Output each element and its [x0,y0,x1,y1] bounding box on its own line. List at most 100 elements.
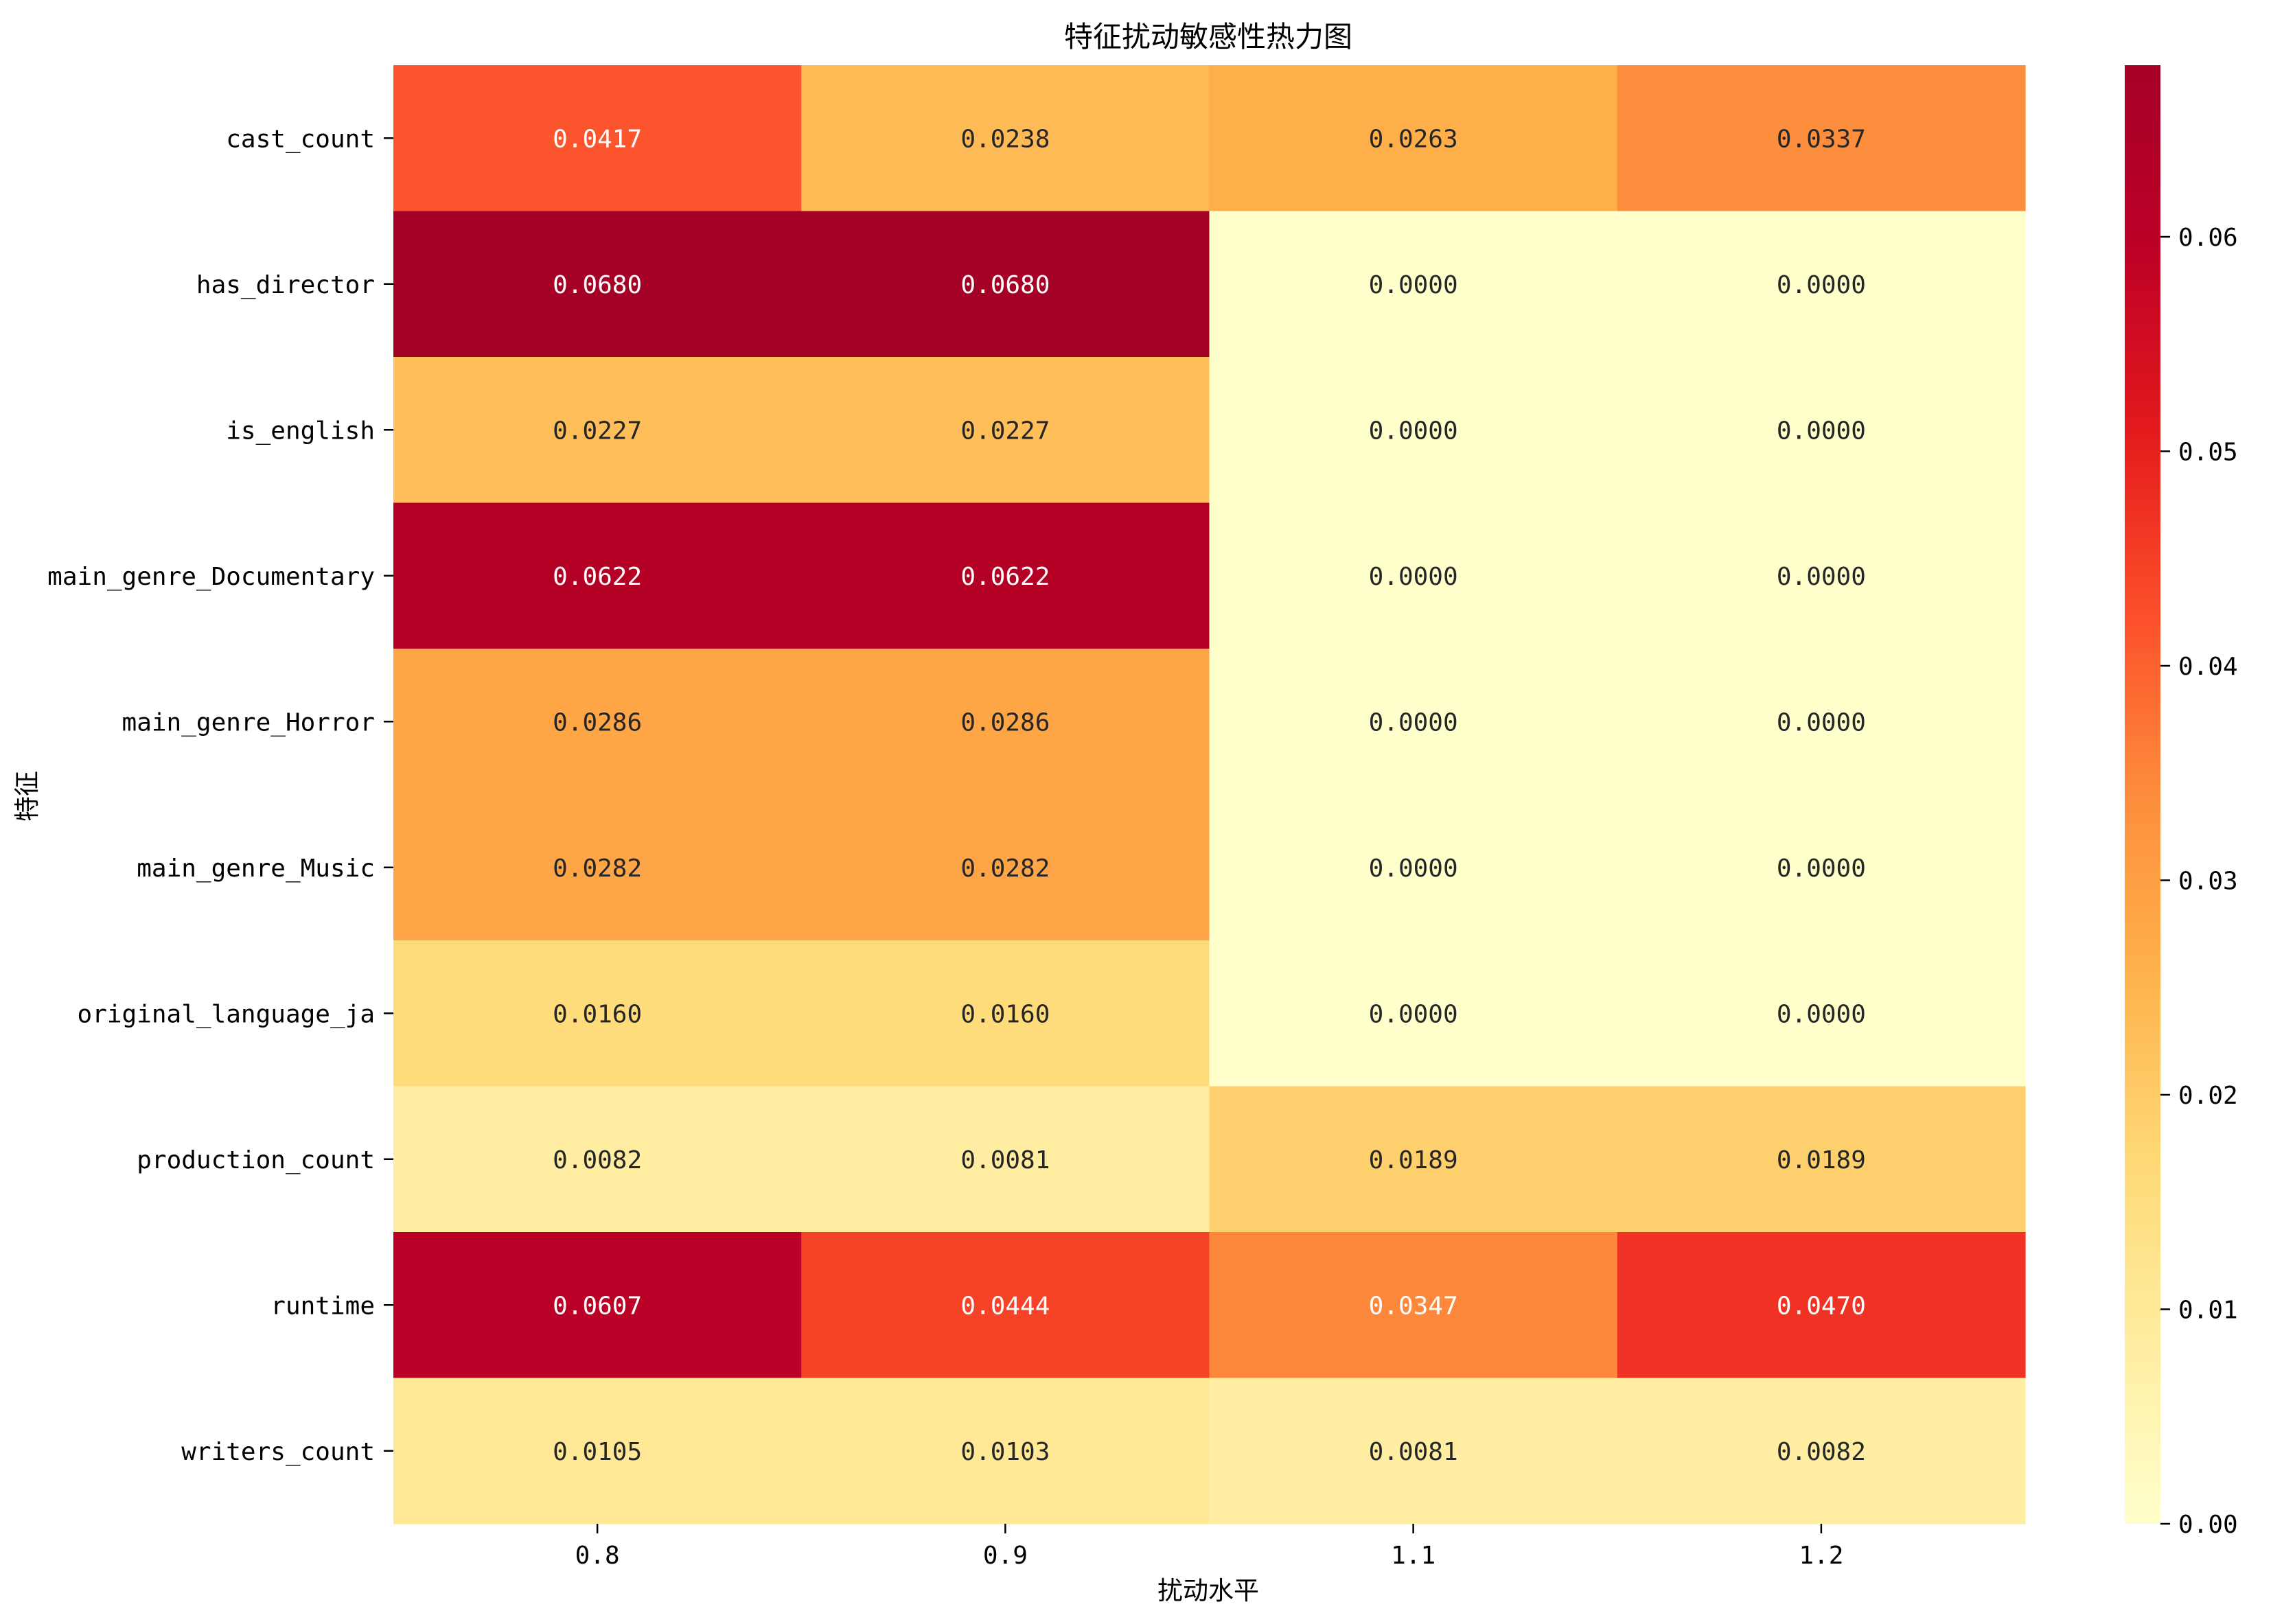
cell-value-label: 0.0000 [1369,708,1458,736]
colorbar [2125,65,2160,1524]
heatmap-cell [1617,1378,2026,1524]
heatmap-cell [1617,65,2026,212]
heatmap-cell [393,357,802,504]
y-tick-label: main_genre_Horror [122,708,375,736]
cell-value-label: 0.0347 [1369,1292,1458,1320]
cell-value-label: 0.0000 [1369,417,1458,445]
cell-value-label: 0.0000 [1369,563,1458,591]
cell-value-label: 0.0189 [1777,1146,1866,1174]
y-axis-title: 特征 [12,771,42,822]
heatmap-cell [1617,1086,2026,1233]
cell-value-label: 0.0680 [553,271,642,299]
cell-value-label: 0.0082 [1777,1438,1866,1466]
colorbar-ticks: 0.00 0.01 0.02 0.03 0.04 0.05 0.06 [2160,224,2238,1539]
heatmap-cell [1209,794,1618,941]
heatmap-cell [1209,649,1618,796]
heatmap-cell [801,1232,1210,1379]
y-tick-label: has_director [196,271,375,299]
y-tick-label: main_genre_Documentary [47,563,375,591]
heatmap-cell [393,502,802,649]
cell-value-label: 0.0286 [553,708,642,736]
cell-value-label: 0.0160 [960,1000,1050,1028]
cell-value-label: 0.0444 [960,1292,1050,1320]
cell-value-label: 0.0417 [553,125,642,153]
y-tick-label: original_language_ja [78,1000,375,1028]
heatmap-cell [1617,649,2026,796]
colorbar-tick-label: 0.06 [2178,224,2238,252]
y-tick-label: production_count [137,1146,375,1174]
x-tick-label: 1.2 [1799,1542,1843,1570]
x-tick-label: 0.9 [983,1542,1028,1570]
heatmap-cell [393,65,802,212]
heatmap-cell [393,1378,802,1524]
heatmap-cell [1617,502,2026,649]
heatmap-cell [1209,357,1618,504]
cell-value-label: 0.0160 [553,1000,642,1028]
heatmap-cell [1209,940,1618,1087]
x-axis: 0.8 0.9 1.1 1.2 [575,1524,1843,1570]
cell-value-label: 0.0000 [1369,1000,1458,1028]
cell-value-label: 0.0238 [960,125,1050,153]
x-tick-label: 0.8 [575,1542,620,1570]
cell-value-label: 0.0082 [553,1146,642,1174]
cell-value-label: 0.0282 [553,855,642,883]
cell-value-label: 0.0263 [1369,125,1458,153]
cell-value-label: 0.0282 [960,855,1050,883]
y-tick-label: is_english [226,417,375,445]
heatmap-cell [1209,1232,1618,1379]
cell-labels-layer: 0.0417 0.0238 0.0263 0.0337 0.0680 0.0680 0.00… [553,125,1866,1466]
cell-value-label: 0.0081 [960,1146,1050,1174]
cell-value-label: 0.0680 [960,271,1050,299]
y-tick-label: runtime [270,1292,375,1320]
cell-value-label: 0.0227 [960,417,1050,445]
cell-value-label: 0.0000 [1777,708,1866,736]
colorbar-tick-label: 0.02 [2178,1082,2238,1110]
cell-value-label: 0.0622 [553,563,642,591]
cell-value-label: 0.0000 [1777,271,1866,299]
heatmap-cell [393,211,802,358]
heatmap-cell [801,1086,1210,1233]
cell-value-label: 0.0105 [553,1438,642,1466]
cell-value-label: 0.0337 [1777,125,1866,153]
x-axis-title: 扰动水平 [1157,1576,1259,1605]
cells-layer [393,65,2026,1524]
cell-value-label: 0.0622 [960,563,1050,591]
cell-value-label: 0.0000 [1777,563,1866,591]
colorbar-tick-label: 0.05 [2178,439,2238,467]
heatmap-cell [1617,794,2026,941]
y-tick-label: writers_count [181,1438,375,1466]
y-tick-label: cast_count [226,125,375,153]
heatmap-cell [393,649,802,796]
heatmap-cell [1209,65,1618,212]
cell-value-label: 0.0607 [553,1292,642,1320]
heatmap-cell [801,65,1210,212]
cell-value-label: 0.0000 [1777,417,1866,445]
heatmap-cell [393,1086,802,1233]
heatmap-cell [801,502,1210,649]
heatmap-cell [1617,940,2026,1087]
cell-value-label: 0.0227 [553,417,642,445]
colorbar-tick-label: 0.03 [2178,868,2238,896]
colorbar-tick-label: 0.00 [2178,1511,2238,1539]
heatmap-cell [393,940,802,1087]
heatmap-cell [1209,502,1618,649]
heatmap-cell [801,1378,1210,1524]
y-tick-label: main_genre_Music [137,855,375,883]
heatmap-cell [1617,211,2026,358]
heatmap-cell [1617,1232,2026,1379]
x-tick-label: 1.1 [1391,1542,1435,1570]
heatmap-cell [1209,1086,1618,1233]
heatmap-cell [1617,357,2026,504]
cell-value-label: 0.0470 [1777,1292,1866,1320]
cell-value-label: 0.0081 [1369,1438,1458,1466]
cell-value-label: 0.0000 [1777,855,1866,883]
heatmap-cell [1209,211,1618,358]
heatmap-cell [801,649,1210,796]
cell-value-label: 0.0000 [1777,1000,1866,1028]
heatmap-cell [1209,1378,1618,1524]
heatmap-cell [393,1232,802,1379]
heatmap-cell [801,940,1210,1087]
heatmap-cell [801,357,1210,504]
